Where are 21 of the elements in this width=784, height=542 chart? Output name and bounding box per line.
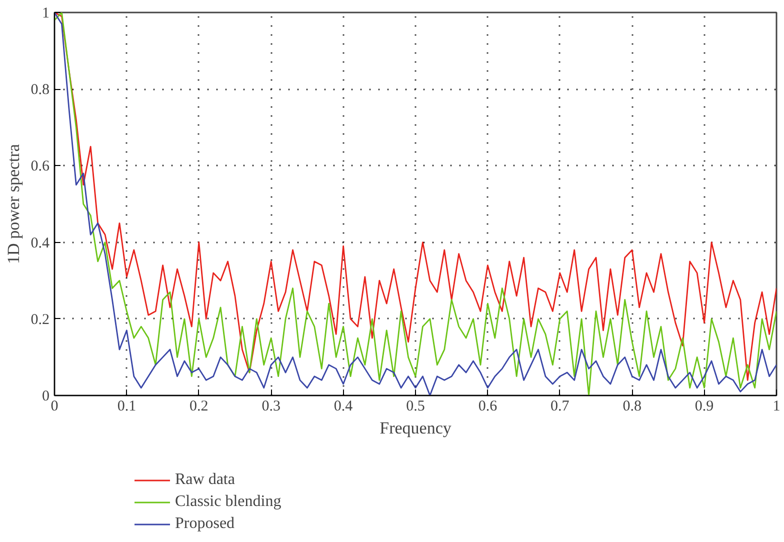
- x-tick-label: 1: [772, 398, 780, 414]
- y-tick-label: 1: [42, 6, 50, 22]
- x-tick-label: 0.5: [406, 398, 425, 414]
- legend-label: Raw data: [175, 470, 235, 490]
- x-tick-label: 0.6: [478, 398, 498, 414]
- x-axis-title: Frequency: [380, 418, 452, 438]
- y-tick-label: 0.6: [30, 158, 50, 175]
- y-tick-label: 0.4: [30, 235, 50, 252]
- x-tick-label: 0.2: [190, 398, 208, 414]
- legend-label: Classic blending: [175, 492, 282, 512]
- x-tick-label: 0.3: [262, 398, 280, 414]
- y-tick-label: 0.8: [30, 82, 50, 98]
- x-tick-label: 0.8: [622, 398, 642, 414]
- x-tick-label: 0.4: [334, 398, 354, 414]
- legend-label: Proposed: [175, 514, 235, 534]
- y-tick-label: 0: [42, 388, 50, 404]
- y-tick-label: 0.2: [30, 312, 50, 328]
- x-tick-label: 0.7: [550, 398, 570, 414]
- y-axis-title: 1D power spectra: [4, 144, 23, 264]
- x-tick-label: 0.1: [117, 398, 136, 414]
- x-tick-label: 0.9: [694, 398, 714, 414]
